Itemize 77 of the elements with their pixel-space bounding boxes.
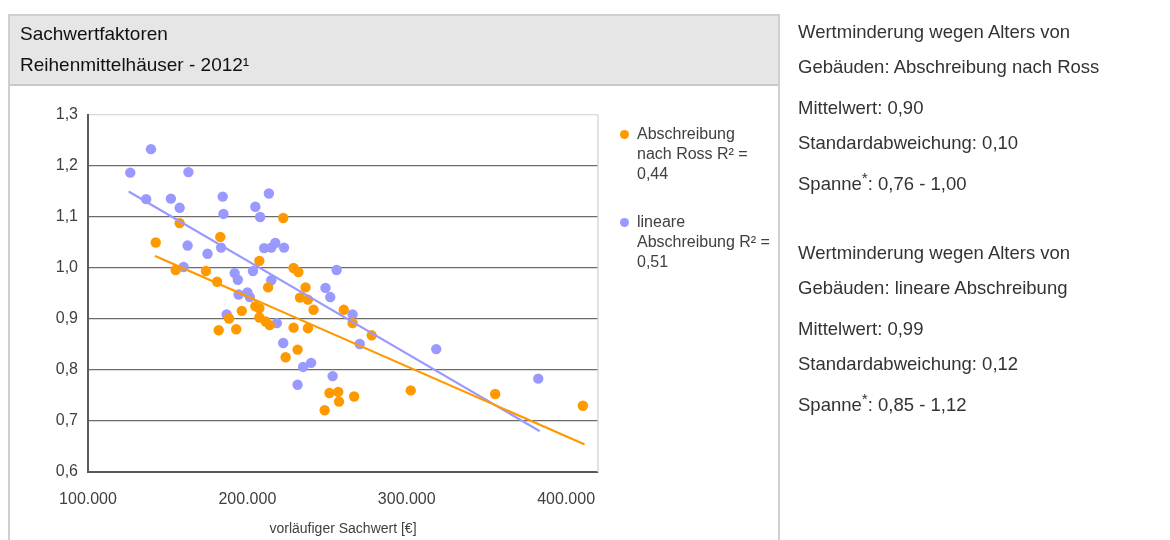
point bbox=[182, 240, 193, 251]
y-tick-label: 1,3 bbox=[55, 105, 79, 123]
point bbox=[490, 388, 501, 400]
point bbox=[288, 322, 299, 333]
legend-label: Abschreibung nach Ross R² = 0,44 bbox=[637, 124, 749, 184]
point bbox=[292, 379, 303, 390]
point bbox=[264, 319, 275, 331]
y-tick-label: 1,0 bbox=[55, 258, 79, 276]
point bbox=[308, 304, 319, 316]
point bbox=[217, 191, 228, 202]
legend-label: lineare Abschreibung R² = 0,51 bbox=[637, 212, 770, 272]
point bbox=[254, 211, 266, 223]
point bbox=[165, 193, 177, 204]
point bbox=[278, 337, 289, 349]
x-tick-label: 300.000 bbox=[377, 490, 436, 508]
text: Spanne$^{*}$: 0,76 - 1,00 bbox=[798, 168, 968, 197]
point bbox=[254, 255, 265, 267]
point bbox=[405, 385, 416, 396]
text: Wertminderung wegen Alters von Gebäuden: Abschreibung nach Ross bbox=[798, 20, 1101, 79]
chart-subtitle: Reihenmittelhäuser - 2012¹ bbox=[20, 53, 251, 77]
y-tick-label: 0,9 bbox=[55, 309, 79, 327]
point bbox=[231, 324, 242, 335]
text: Wertminderung wegen Alters von Gebäuden: lineare Abschreibung bbox=[798, 241, 1072, 301]
x-tick-label: 100.000 bbox=[59, 490, 118, 508]
point bbox=[278, 242, 290, 253]
x-tick-label: 400.000 bbox=[537, 490, 596, 508]
point bbox=[202, 248, 213, 259]
point bbox=[278, 212, 289, 224]
chart-title: Sachwertfaktoren bbox=[20, 22, 169, 46]
point bbox=[236, 305, 247, 317]
point bbox=[297, 361, 309, 373]
point bbox=[319, 405, 330, 416]
point bbox=[174, 202, 185, 214]
y-tick-label: 1,1 bbox=[55, 207, 79, 225]
point bbox=[223, 313, 235, 324]
point bbox=[327, 370, 338, 382]
point bbox=[333, 396, 345, 407]
point bbox=[577, 400, 589, 411]
point bbox=[533, 373, 544, 384]
point bbox=[183, 166, 194, 178]
point bbox=[125, 167, 136, 178]
point bbox=[263, 188, 275, 199]
x-tick-label: 200.000 bbox=[218, 490, 277, 508]
x-axis-title: vorläufiger Sachwert [€] bbox=[269, 520, 417, 537]
text: Mittelwert: 0,90 bbox=[798, 96, 925, 120]
y-tick-label: 0,6 bbox=[55, 462, 79, 480]
point bbox=[333, 386, 344, 398]
point bbox=[200, 265, 212, 277]
point bbox=[213, 325, 224, 336]
point bbox=[292, 344, 303, 355]
y-tick-label: 1,2 bbox=[55, 156, 79, 174]
point bbox=[270, 237, 281, 249]
point bbox=[320, 282, 331, 294]
text: Standardabweichung: 0,12 bbox=[798, 352, 1020, 377]
point bbox=[247, 265, 259, 277]
point bbox=[262, 282, 274, 293]
point bbox=[150, 237, 161, 248]
point bbox=[145, 143, 157, 155]
point bbox=[218, 208, 229, 220]
point bbox=[431, 343, 442, 355]
point bbox=[232, 274, 244, 285]
point bbox=[250, 201, 261, 212]
point bbox=[293, 266, 304, 278]
point bbox=[280, 352, 291, 363]
y-tick-label: 0,8 bbox=[55, 360, 79, 378]
point bbox=[215, 231, 226, 243]
point bbox=[338, 304, 349, 316]
text: Spanne$^{*}$: 0,85 - 1,12 bbox=[798, 389, 968, 418]
text: Mittelwert: 0,99 bbox=[798, 317, 925, 342]
text: Standardabweichung: 0,10 bbox=[798, 131, 1020, 155]
point bbox=[305, 357, 317, 369]
point bbox=[348, 391, 360, 402]
y-tick-label: 0,7 bbox=[55, 411, 79, 429]
point bbox=[331, 264, 342, 276]
point bbox=[300, 282, 311, 293]
point bbox=[254, 303, 265, 314]
point bbox=[325, 291, 336, 303]
